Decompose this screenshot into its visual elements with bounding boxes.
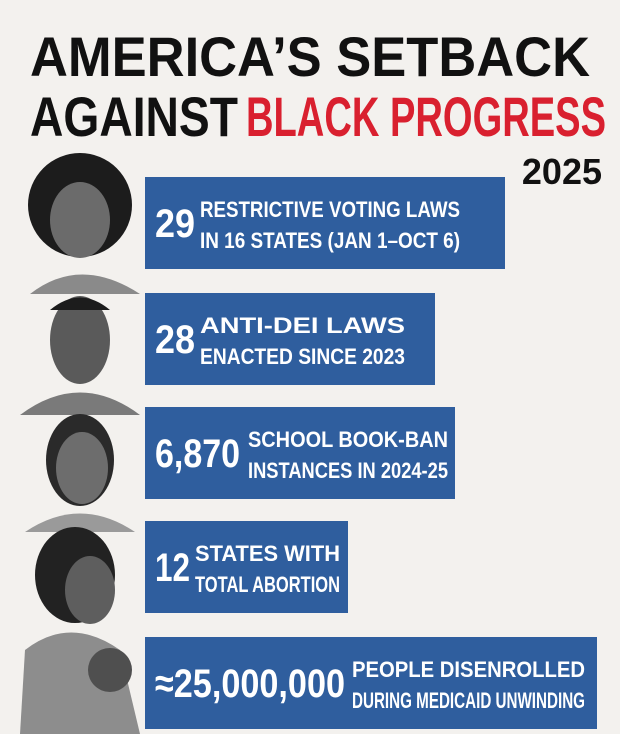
portrait-face: [50, 182, 110, 258]
portrait-face: [56, 432, 108, 504]
stat-box: [145, 293, 435, 385]
stat-label: ENACTED SINCE 2023: [200, 344, 405, 369]
stat-number: 29: [155, 202, 195, 246]
portrait-face: [50, 296, 110, 384]
stat-item: 28 ANTI-DEI LAWS ENACTED SINCE 2023: [145, 293, 435, 385]
portrait-shoulders: [20, 392, 140, 415]
stat-item: ≈25,000,000 PEOPLE DISENROLLED DURING MEDI…: [145, 637, 597, 729]
portrait-baby: [88, 648, 132, 692]
stat-list: 29 RESTRICTIVE VOTING LAWS IN 16 STATES (J…: [145, 177, 597, 729]
stat-item: 6,870 SCHOOL BOOK-BAN INSTANCES IN 2024-25: [145, 407, 455, 499]
stat-number: 12: [155, 546, 190, 590]
stat-label: DURING MEDICAID UNWINDING: [352, 688, 585, 713]
stat-number: 6,870: [155, 432, 240, 476]
stat-label: ANTI-DEI LAWS: [200, 313, 405, 338]
year: 2025: [522, 151, 602, 192]
portrait-shoulders: [30, 274, 140, 294]
stat-box: [145, 521, 348, 613]
portrait-hair: [50, 297, 110, 310]
stat-number: 28: [155, 318, 195, 362]
stat-label: PEOPLE DISENROLLED: [352, 657, 585, 682]
stat-box: [145, 407, 455, 499]
stat-label: TOTAL ABORTION: [195, 572, 340, 597]
title-line2-red: BLACK PROGRESS: [246, 85, 606, 148]
stat-label: INSTANCES IN 2024-25: [248, 458, 448, 483]
stat-label: SCHOOL BOOK-BAN: [248, 427, 448, 452]
title-line1: AMERICA’S SETBACK: [30, 25, 590, 88]
portrait-shoulders: [25, 513, 135, 532]
portraits: [20, 153, 140, 734]
stat-label: STATES WITH: [195, 541, 340, 566]
stat-box: [145, 177, 505, 269]
title-line2-black: AGAINST: [30, 85, 238, 148]
stat-item: 12 STATES WITH TOTAL ABORTION: [145, 521, 348, 613]
stat-number: ≈25,000,000: [155, 662, 345, 706]
stat-item: 29 RESTRICTIVE VOTING LAWS IN 16 STATES (J…: [145, 177, 505, 269]
stat-label: IN 16 STATES (JAN 1–OCT 6): [200, 228, 460, 253]
portrait-face: [65, 556, 115, 624]
stat-box: [145, 637, 597, 729]
stat-label: RESTRICTIVE VOTING LAWS: [200, 197, 460, 222]
